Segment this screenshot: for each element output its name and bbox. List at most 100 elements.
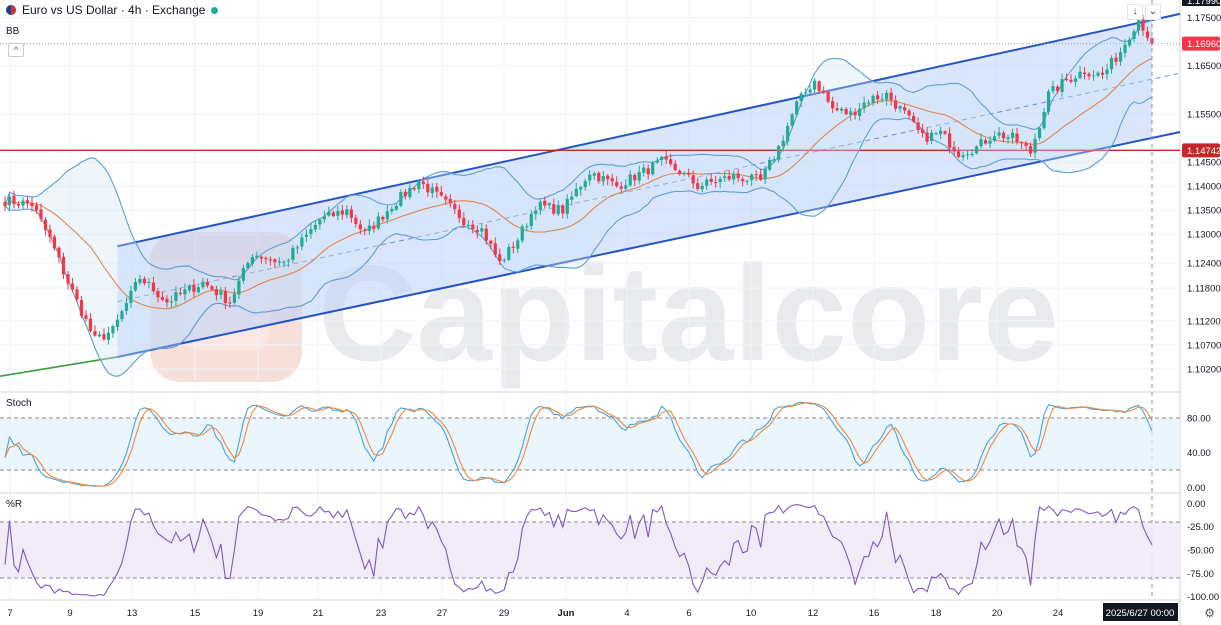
candle-body <box>894 100 898 109</box>
candle <box>655 157 659 165</box>
candle <box>268 256 272 266</box>
bb-indicator-label[interactable]: BB <box>6 26 20 37</box>
symbol-title[interactable]: Euro vs US Dollar · 4h · Exchange <box>22 3 206 17</box>
candle <box>570 191 574 206</box>
candle <box>111 324 115 338</box>
collapse-pane-icon[interactable]: ⌄ <box>1145 4 1161 20</box>
candle-body <box>1019 142 1024 144</box>
candle-body <box>1105 69 1109 75</box>
candle-body <box>345 209 349 215</box>
candle <box>1109 55 1114 74</box>
candle <box>165 295 169 308</box>
candle <box>543 196 547 209</box>
candle <box>1006 134 1010 144</box>
candle <box>25 195 30 208</box>
candle-body <box>876 95 880 100</box>
candle-body <box>925 132 929 142</box>
candle <box>39 203 43 222</box>
candle <box>385 205 389 224</box>
candle-body <box>309 229 313 235</box>
candle <box>1118 47 1123 66</box>
candle-body <box>93 331 97 336</box>
candle <box>223 286 228 310</box>
candle <box>516 237 520 253</box>
candle-body <box>678 170 682 175</box>
candle <box>673 160 677 172</box>
candle-body <box>844 109 848 115</box>
candle-body <box>687 173 691 175</box>
candle <box>992 130 997 142</box>
candle <box>1028 142 1033 157</box>
candle-body <box>493 243 497 255</box>
price-tick-label: 1.11800 <box>1187 284 1221 295</box>
candle <box>804 88 808 95</box>
candle <box>1091 70 1096 81</box>
candle <box>583 178 587 191</box>
candle <box>885 90 889 106</box>
candle <box>520 223 524 244</box>
settings-gear-icon[interactable]: ⚙ <box>1204 606 1215 620</box>
candle-body <box>1100 72 1105 75</box>
candle-body <box>205 282 210 286</box>
candle <box>183 283 187 301</box>
candle-body <box>475 229 479 233</box>
candle <box>1024 140 1028 151</box>
candle <box>363 227 367 236</box>
candle <box>43 217 48 236</box>
candle-body <box>192 284 196 292</box>
candle <box>358 219 362 235</box>
candle-body <box>907 110 911 116</box>
candle <box>974 145 979 155</box>
candle-body <box>718 178 722 182</box>
candle-body <box>444 196 448 200</box>
cursor-time-tag <box>1103 603 1178 621</box>
candle <box>16 201 21 209</box>
candle <box>61 252 66 279</box>
williams-r-indicator-label[interactable]: %R <box>6 499 23 510</box>
candle-body <box>1010 132 1015 139</box>
candle-body <box>507 247 511 260</box>
candle <box>417 179 421 194</box>
candle-body <box>763 168 767 180</box>
candle <box>453 200 457 215</box>
candle-body <box>57 247 61 258</box>
candle-body <box>399 192 403 206</box>
time-tick-label: 29 <box>499 608 510 619</box>
candle-body <box>223 291 228 304</box>
candle-body <box>1136 18 1141 31</box>
wr-line <box>4 504 1153 597</box>
stoch-indicator-label[interactable]: Stoch <box>6 398 32 409</box>
candle-body <box>282 261 286 263</box>
candle <box>642 163 646 177</box>
candle-body <box>952 147 956 152</box>
stoch-band-fill <box>0 418 1180 470</box>
candle <box>579 185 583 196</box>
candle-body <box>799 93 803 102</box>
candle <box>1015 127 1019 145</box>
candle-body <box>516 240 520 249</box>
top-price-label: 1.17990 <box>1187 0 1221 7</box>
stoch-tick-label: 40.00 <box>1187 448 1211 459</box>
candle-body <box>561 205 565 214</box>
candle-body <box>70 283 75 290</box>
arrow-down-icon[interactable]: ↓ <box>1127 4 1143 20</box>
channel-mid-line <box>117 72 1181 303</box>
candle-body <box>1145 31 1150 38</box>
candle <box>66 270 70 290</box>
candle <box>304 229 308 243</box>
candle <box>367 219 371 235</box>
candle <box>970 149 974 158</box>
candle <box>651 160 655 176</box>
candle <box>444 193 448 206</box>
candle <box>255 251 259 260</box>
price-tick-label: 1.16500 <box>1187 61 1221 72</box>
candle <box>277 257 281 266</box>
collapse-indicators-icon[interactable]: ^ <box>8 43 24 57</box>
candle <box>237 275 241 299</box>
candle <box>1019 141 1024 150</box>
candle <box>831 96 835 113</box>
candle-body <box>912 116 916 122</box>
candle-body <box>228 302 232 304</box>
candle <box>408 182 412 200</box>
